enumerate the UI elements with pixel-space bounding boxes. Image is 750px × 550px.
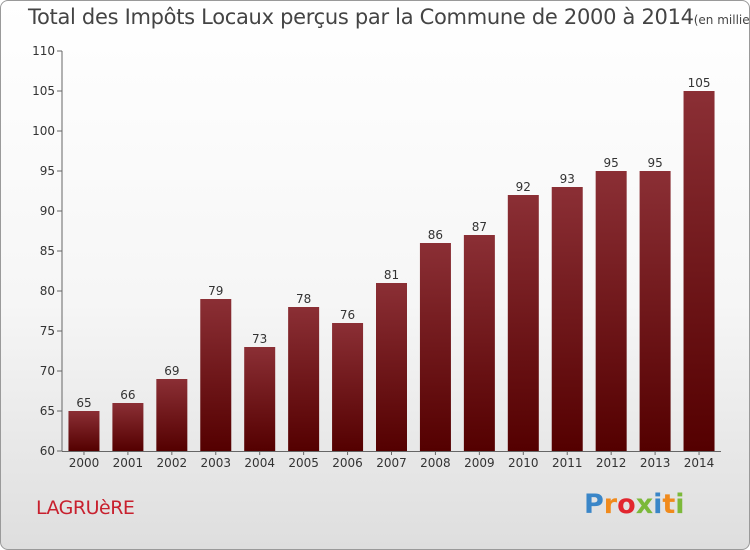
- bar-value-label: 87: [472, 220, 487, 234]
- x-tick-label: 2008: [420, 456, 451, 470]
- x-tick-label: 2003: [200, 456, 231, 470]
- y-tick-label: 95: [40, 164, 55, 178]
- x-tick-label: 2007: [376, 456, 407, 470]
- axes: 60 65 70 75 80 85 90 95 100 105 110 2000 2001 2002 200…: [32, 44, 721, 470]
- bar-value-label: 79: [208, 284, 223, 298]
- bar-2014: [683, 91, 715, 451]
- bar-value-label: 65: [76, 396, 91, 410]
- bar-2013: [639, 171, 671, 451]
- bar-2007: [376, 283, 407, 451]
- bar-value-label: 81: [384, 268, 399, 282]
- y-tick-label: 90: [40, 204, 55, 218]
- bar-value-label: 86: [428, 228, 443, 242]
- bar-2003: [200, 299, 232, 451]
- x-tick-label: 2004: [244, 456, 275, 470]
- x-tick-label: 2013: [640, 456, 671, 470]
- x-tick-label: 2005: [288, 456, 319, 470]
- logo-letter: P: [584, 489, 604, 520]
- y-tick-label: 80: [40, 284, 55, 298]
- y-tick-label: 70: [40, 364, 55, 378]
- x-tick-label: 2012: [596, 456, 627, 470]
- logo-letter: i: [675, 489, 685, 520]
- y-tick-label: 100: [32, 124, 55, 138]
- bar-2002: [156, 379, 188, 451]
- chart-title: Total des Impôts Locaux perçus par la Co…: [28, 5, 750, 29]
- chart-unit: (en milliers d'€): [693, 13, 750, 27]
- y-tick-label: 105: [32, 84, 55, 98]
- bar-2009: [463, 235, 495, 451]
- logo-letter: x: [635, 489, 654, 520]
- bar-2008: [419, 243, 451, 451]
- bar-value-label: 73: [252, 332, 267, 346]
- logo-letter: i: [653, 489, 663, 520]
- x-tick-label: 2014: [684, 456, 715, 470]
- bar-2004: [244, 347, 276, 451]
- x-tick-label: 2010: [508, 456, 539, 470]
- x-tick-label: 2011: [552, 456, 583, 470]
- bar-2001: [112, 403, 144, 451]
- bar-value-label: 69: [164, 364, 179, 378]
- proxiti-logo: Proxiti: [584, 489, 685, 520]
- x-tick-label: 2009: [464, 456, 495, 470]
- bar-value-label: 66: [120, 388, 135, 402]
- bar-2010: [507, 195, 539, 451]
- bar-value-label: 76: [340, 308, 355, 322]
- bar-value-label: 92: [516, 180, 531, 194]
- bar-2012: [595, 171, 627, 451]
- logo-letter: o: [617, 489, 636, 520]
- bars: 65 66 69 79 73 78 76 81 86 87 92 93 95 95 105: [68, 76, 715, 451]
- x-tick-label: 2002: [157, 456, 188, 470]
- bar-2005: [288, 307, 320, 451]
- bar-value-label: 93: [560, 172, 575, 186]
- logo-letter: t: [662, 489, 676, 520]
- y-tick-label: 85: [40, 244, 55, 258]
- bar-value-label: 78: [296, 292, 311, 306]
- bar-value-label: 105: [688, 76, 711, 90]
- y-tick-label: 75: [40, 324, 55, 338]
- bar-2000: [68, 411, 100, 451]
- bar-2011: [551, 187, 583, 451]
- bar-value-label: 95: [604, 156, 619, 170]
- x-tick-label: 2001: [113, 456, 144, 470]
- x-tick-label: 2006: [332, 456, 363, 470]
- bar-2006: [332, 323, 364, 451]
- chart-title-text: Total des Impôts Locaux perçus par la Co…: [28, 5, 694, 29]
- y-tick-label: 110: [32, 44, 55, 58]
- y-tick-label: 65: [40, 404, 55, 418]
- logo-letter: r: [603, 489, 618, 520]
- bar-value-label: 95: [647, 156, 662, 170]
- commune-name: LAGRUèRE: [36, 497, 135, 519]
- x-tick-label: 2000: [69, 456, 100, 470]
- y-tick-label: 60: [40, 444, 55, 458]
